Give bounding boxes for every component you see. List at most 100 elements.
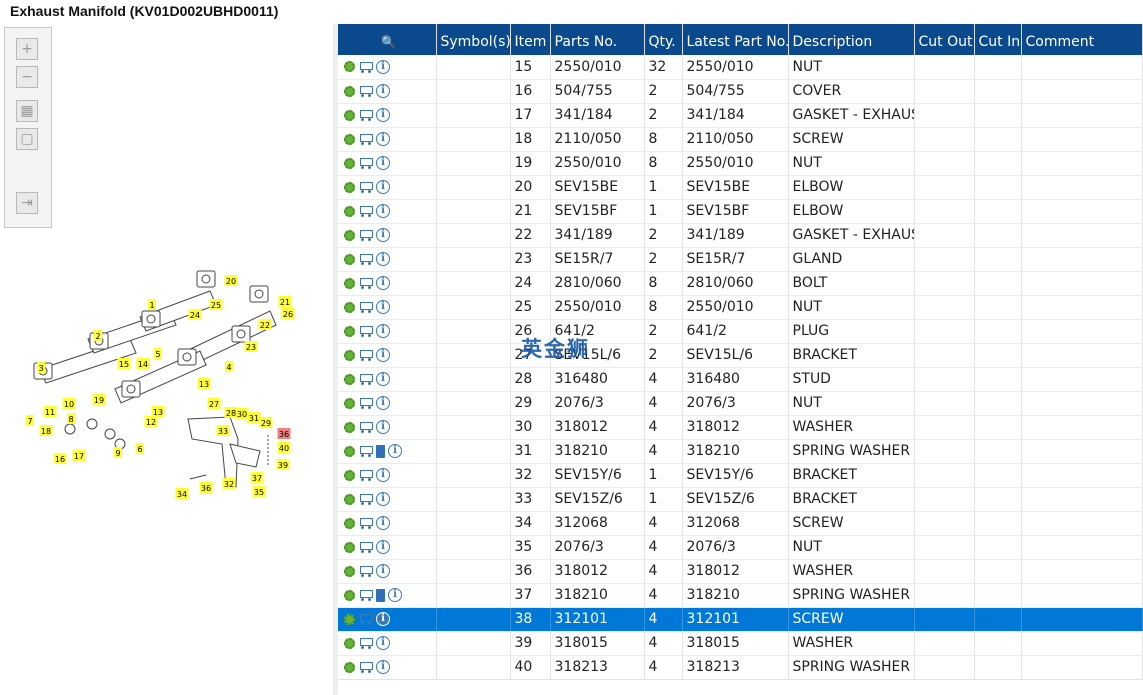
cart-icon[interactable]: [358, 541, 373, 553]
column-header-cut-in[interactable]: Cut In: [974, 24, 1022, 55]
table-row[interactable]: i 19 2550/010 8 2550/010 NUT: [338, 151, 1143, 176]
gear-icon[interactable]: [344, 637, 355, 649]
table-row[interactable]: i 15 2550/010 32 2550/010 NUT: [338, 55, 1143, 80]
cart-icon[interactable]: [358, 157, 373, 169]
gear-icon[interactable]: [344, 517, 355, 529]
table-row[interactable]: i 26 641/2 2 641/2 PLUG: [338, 319, 1143, 344]
gear-icon[interactable]: [344, 589, 355, 601]
callout-label[interactable]: 8: [67, 413, 75, 424]
callout-label[interactable]: 32: [222, 478, 236, 489]
callout-label[interactable]: 34: [175, 488, 189, 499]
info-icon[interactable]: i: [376, 84, 390, 98]
callout-label[interactable]: 20: [224, 275, 238, 286]
table-row[interactable]: i 36 318012 4 318012 WASHER: [338, 559, 1143, 584]
gear-icon[interactable]: [344, 469, 355, 481]
table-row[interactable]: i 37 318210 4 318210 SPRING WASHER: [338, 583, 1143, 608]
callout-label[interactable]: 17: [72, 450, 86, 461]
callout-label[interactable]: 4: [225, 361, 233, 372]
column-header-latest-part-no[interactable]: Latest Part No.: [682, 24, 789, 55]
info-icon[interactable]: i: [376, 492, 390, 506]
table-row[interactable]: i 29 2076/3 4 2076/3 NUT: [338, 391, 1143, 416]
column-header-cut-out[interactable]: Cut Out: [914, 24, 975, 55]
book-icon[interactable]: [376, 444, 385, 458]
info-icon[interactable]: i: [376, 540, 390, 554]
zoom-in-button[interactable]: +: [16, 38, 38, 60]
callout-label[interactable]: 37: [250, 472, 264, 483]
callout-label[interactable]: 6: [136, 443, 144, 454]
callout-label[interactable]: 28: [224, 407, 238, 418]
callout-label[interactable]: 36: [199, 482, 213, 493]
callout-label[interactable]: 18: [39, 425, 53, 436]
cart-icon[interactable]: [358, 589, 373, 601]
callout-label[interactable]: 13: [151, 406, 165, 417]
table-row[interactable]: i 16 504/755 2 504/755 COVER: [338, 79, 1143, 104]
callout-label[interactable]: 2: [94, 330, 102, 341]
table-row[interactable]: i 38 312101 4 312101 SCREW: [338, 607, 1143, 632]
cart-icon[interactable]: [358, 493, 373, 505]
gear-icon[interactable]: [344, 349, 355, 361]
callout-label[interactable]: 27: [207, 398, 221, 409]
callout-label[interactable]: 36: [277, 428, 291, 439]
info-icon[interactable]: i: [376, 396, 390, 410]
cart-icon[interactable]: [358, 661, 373, 673]
cart-icon[interactable]: [358, 421, 373, 433]
gear-icon[interactable]: [344, 325, 355, 337]
cart-icon[interactable]: [358, 133, 373, 145]
fit-page-button[interactable]: ▢: [16, 128, 38, 150]
column-header-qty[interactable]: Qty.: [644, 24, 683, 55]
gear-icon[interactable]: [344, 373, 355, 385]
info-icon[interactable]: i: [376, 372, 390, 386]
gear-icon[interactable]: [344, 205, 355, 217]
info-icon[interactable]: i: [376, 564, 390, 578]
info-icon[interactable]: i: [376, 516, 390, 530]
cart-icon[interactable]: [358, 301, 373, 313]
cart-icon[interactable]: [358, 229, 373, 241]
table-row[interactable]: i 28 316480 4 316480 STUD: [338, 367, 1143, 392]
table-row[interactable]: i 23 SE15R/7 2 SE15R/7 GLAND: [338, 247, 1143, 272]
callout-label[interactable]: 3: [37, 362, 45, 373]
info-icon[interactable]: i: [376, 108, 390, 122]
callout-label[interactable]: 39: [276, 459, 290, 470]
info-icon[interactable]: i: [376, 156, 390, 170]
table-row[interactable]: i 18 2110/050 8 2110/050 SCREW: [338, 127, 1143, 152]
table-row[interactable]: i 35 2076/3 4 2076/3 NUT: [338, 535, 1143, 560]
gear-icon[interactable]: [344, 397, 355, 409]
callout-label[interactable]: 31: [247, 412, 261, 423]
search-filter-icon[interactable]: 🔍: [381, 35, 397, 49]
info-icon[interactable]: i: [376, 468, 390, 482]
zoom-out-button[interactable]: −: [16, 66, 38, 88]
book-icon[interactable]: [376, 588, 385, 602]
column-header-description[interactable]: Description: [788, 24, 915, 55]
callout-label[interactable]: 33: [216, 425, 230, 436]
callout-label[interactable]: 29: [259, 417, 273, 428]
cart-icon[interactable]: [358, 373, 373, 385]
info-icon[interactable]: i: [376, 204, 390, 218]
callout-label[interactable]: 12: [144, 416, 158, 427]
column-header-symbol-s[interactable]: Symbol(s): [436, 24, 511, 55]
fit-all-button[interactable]: ▦: [16, 100, 38, 122]
info-icon[interactable]: i: [376, 348, 390, 362]
info-icon[interactable]: i: [376, 252, 390, 266]
cart-icon[interactable]: [358, 565, 373, 577]
info-icon[interactable]: i: [376, 300, 390, 314]
table-row[interactable]: i 21 SEV15BF 1 SEV15BF ELBOW: [338, 199, 1143, 224]
gear-icon[interactable]: [344, 277, 355, 289]
callout-label[interactable]: 15: [117, 358, 131, 369]
callout-label[interactable]: 1: [148, 299, 156, 310]
gear-icon[interactable]: [344, 181, 355, 193]
gear-icon[interactable]: [344, 541, 355, 553]
table-row[interactable]: i 33 SEV15Z/6 1 SEV15Z/6 BRACKET: [338, 487, 1143, 512]
callout-label[interactable]: 14: [136, 358, 150, 369]
callout-label[interactable]: 22: [258, 319, 272, 330]
gear-icon[interactable]: [344, 565, 355, 577]
gear-icon[interactable]: [344, 61, 355, 73]
callout-label[interactable]: 9: [114, 447, 122, 458]
callout-label[interactable]: 13: [197, 378, 211, 389]
table-row[interactable]: i 30 318012 4 318012 WASHER: [338, 415, 1143, 440]
gear-icon[interactable]: [344, 493, 355, 505]
cart-icon[interactable]: [358, 349, 373, 361]
table-row[interactable]: i 22 341/189 2 341/189 GASKET - EXHAUS: [338, 223, 1143, 248]
gear-icon[interactable]: [344, 445, 355, 457]
cart-icon[interactable]: [358, 517, 373, 529]
cart-icon[interactable]: [358, 325, 373, 337]
